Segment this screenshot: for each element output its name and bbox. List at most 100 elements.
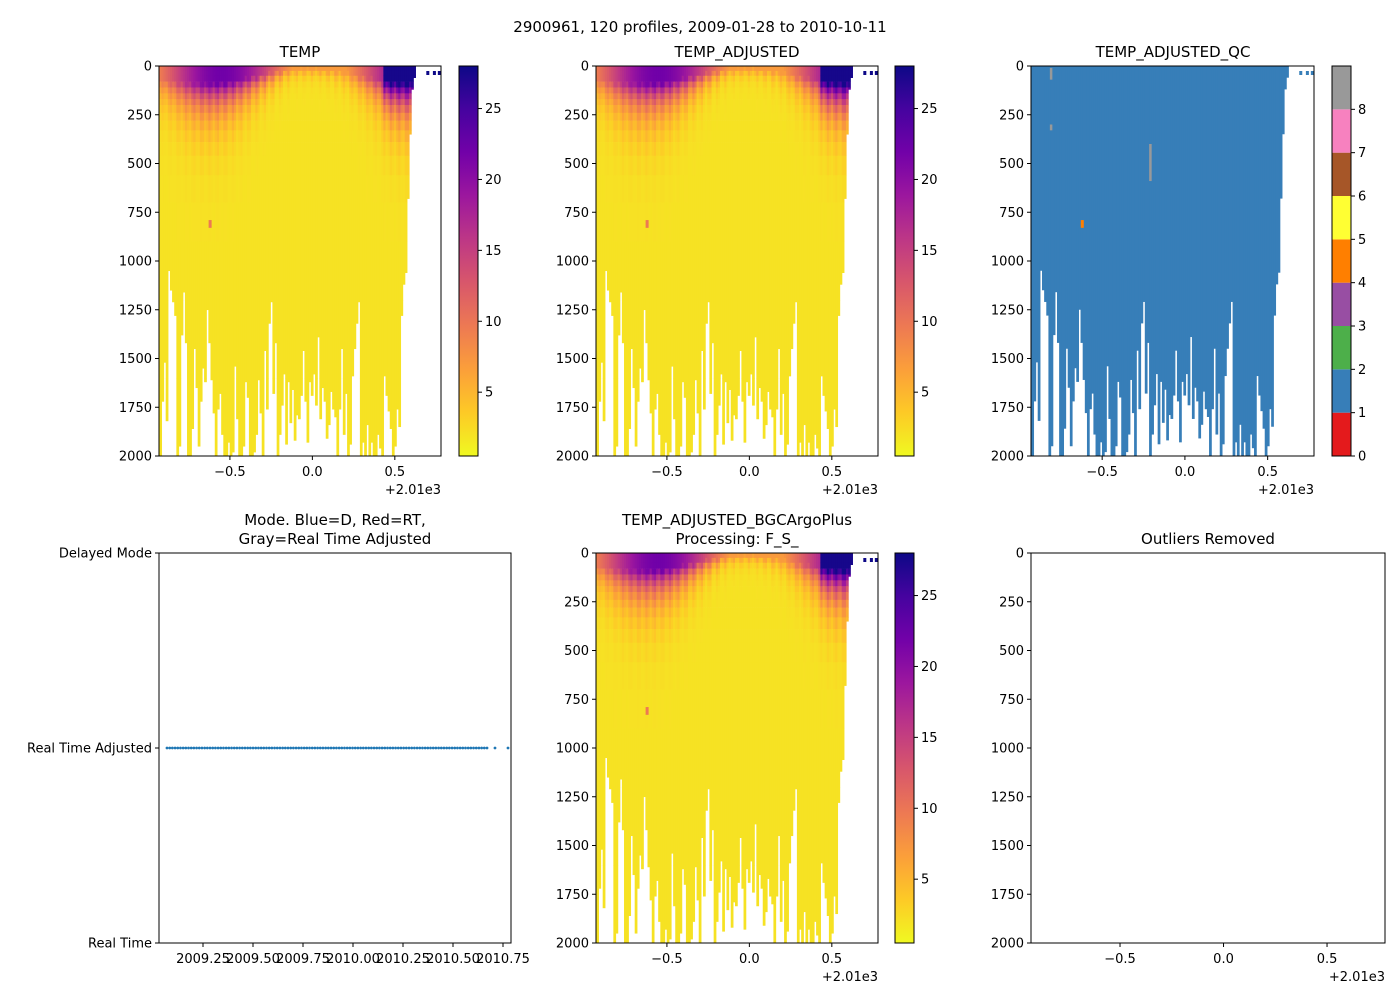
temp-profile-cell: [809, 130, 813, 143]
temp-profile-cell: [630, 66, 634, 72]
temp-profile-cell: [167, 81, 171, 88]
temp-profile-cell: [231, 202, 235, 242]
mode-point: [474, 746, 478, 750]
temp-profile-cell: [261, 202, 265, 242]
temp-profile-cell: [394, 66, 397, 72]
temp-profile-cell: [598, 87, 602, 94]
temp-profile-cell: [238, 81, 241, 88]
temp-profile-cell: [306, 75, 310, 82]
temp-profile-cell: [848, 70, 851, 77]
mode-point: [394, 746, 397, 750]
temp-profile-cell: [268, 202, 271, 242]
temp-profile-cell: [344, 130, 348, 143]
temp-profile-cell: [172, 93, 175, 100]
temp-profile-cell: [752, 378, 755, 406]
temp-profile-cell: [615, 120, 619, 131]
temp-profile-cell: [255, 130, 259, 143]
temp-profile-cell: [638, 66, 642, 72]
temp-profile-cell: [626, 75, 629, 82]
temp-profile-cell: [732, 112, 736, 121]
temp-profile-cell: [828, 105, 832, 114]
temp-profile-cell: [816, 81, 819, 88]
temp-profile-cell: [690, 175, 693, 203]
temp-profile-cell: [777, 105, 781, 114]
temp-profile-cell: [596, 99, 600, 106]
temp-profile-cell: [315, 66, 318, 72]
temp-profile-cell: [201, 75, 205, 82]
temp-profile-cell: [615, 580, 619, 587]
temp-profile-cell: [743, 378, 747, 443]
temp-profile-cell: [613, 66, 617, 72]
mode-point: [461, 746, 465, 750]
temp-profile-cell: [690, 81, 693, 88]
temp-profile-cell: [707, 130, 710, 143]
temp-profile-cell: [816, 300, 819, 379]
temp-profile-cell: [362, 155, 365, 176]
temp-profile-cell: [615, 562, 619, 569]
temp-profile-cell: [248, 155, 252, 176]
temp-profile-cell: [374, 155, 378, 176]
temp-profile-cell: [338, 99, 342, 106]
temp-profile-cell: [613, 142, 617, 156]
temp-profile-cell: [336, 175, 340, 203]
temp-profile-cell: [773, 105, 777, 114]
temp-profile-cell: [758, 130, 762, 143]
temp-profile-cell: [717, 87, 721, 94]
temp-profile-cell: [833, 93, 836, 100]
temp-profile-cell: [786, 300, 789, 379]
temp-profile-cell: [359, 70, 363, 77]
temp-profile-cell: [261, 300, 265, 379]
temp-profile-cell: [700, 87, 704, 94]
temp-profile-cell: [781, 202, 785, 242]
temp-profile-cell: [389, 81, 393, 88]
temp-profile-cell: [617, 787, 621, 823]
temp-profile-cell: [344, 75, 348, 82]
temp-profile-cell: [685, 142, 689, 156]
temp-profile-cell: [379, 75, 382, 82]
temp-profile-cell: [801, 378, 804, 456]
temp-profile-cell: [201, 70, 205, 77]
temp-profile-cell: [621, 81, 625, 88]
temp-profile-cell: [255, 378, 259, 435]
temp-profile-cell: [662, 300, 666, 379]
temp-profile-cell: [803, 99, 807, 106]
temp-profile-cell: [638, 112, 642, 121]
temp-profile-cell: [762, 142, 766, 156]
temp-profile-cell: [735, 105, 738, 114]
temp-profile-cell: [769, 75, 772, 82]
temp-profile-cell: [391, 70, 395, 77]
temp-profile-cell: [285, 300, 288, 379]
temp-profile-cell: [323, 120, 327, 131]
temp-profile-cell: [278, 99, 282, 106]
temp-profile-cell: [338, 70, 342, 77]
temp-profile-cell: [790, 202, 794, 242]
temp-profile-cell: [182, 99, 186, 106]
temp-profile-cell: [826, 241, 830, 301]
temp-profile-cell: [673, 93, 676, 100]
temp-profile-cell: [300, 87, 303, 94]
temp-profile-cell: [199, 130, 203, 143]
temp-profile-cell: [370, 300, 374, 379]
temp-profile-cell: [336, 120, 340, 131]
temp-profile-cell: [619, 87, 623, 94]
temp-profile-cell: [274, 300, 278, 344]
temp-profile-cell: [692, 93, 696, 100]
temp-profile-cell: [389, 155, 393, 176]
mode-point: [176, 746, 180, 750]
temp-profile-cell: [615, 689, 619, 729]
temp-profile-cell: [308, 105, 312, 114]
temp-profile-cell: [624, 562, 627, 569]
temp-profile-cell: [219, 81, 222, 88]
temp-profile-cell: [702, 130, 706, 143]
temp-profile-cell: [317, 99, 320, 106]
temp-x-tick-label: 0.5: [384, 465, 405, 480]
temp-profile-cell: [257, 93, 261, 100]
temp-profile-cell: [189, 300, 192, 379]
temp-profile-cell: [391, 87, 395, 94]
temp-profile-cell: [702, 87, 706, 94]
temp-profile-cell: [219, 87, 222, 94]
temp-profile-cell: [227, 66, 231, 72]
temp-profile-cell: [786, 81, 789, 88]
temp-profile-cell: [843, 120, 847, 131]
